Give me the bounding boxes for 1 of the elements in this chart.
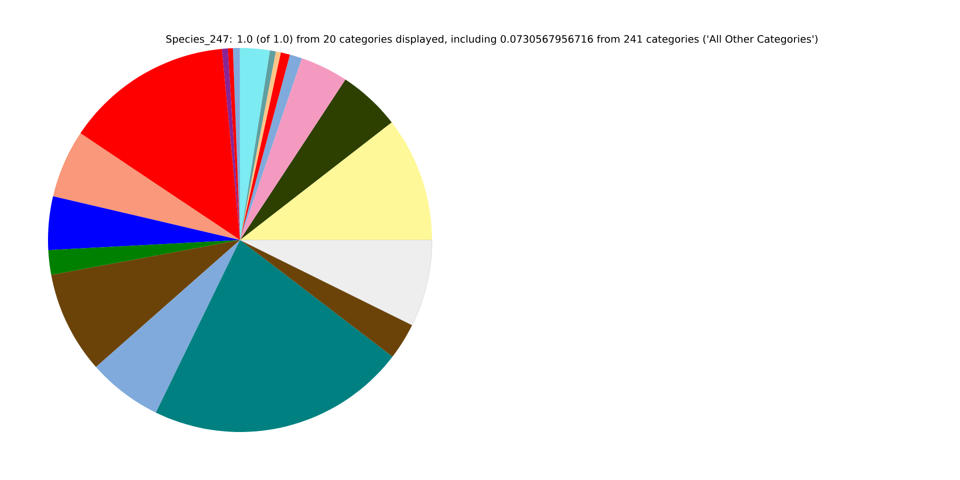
text: Species_247: 1.0 (of 1.0) from 20 categories displayed, including 0.0730567956716 from 241 categories ('All Other Categories') xyxy=(166,34,818,46)
